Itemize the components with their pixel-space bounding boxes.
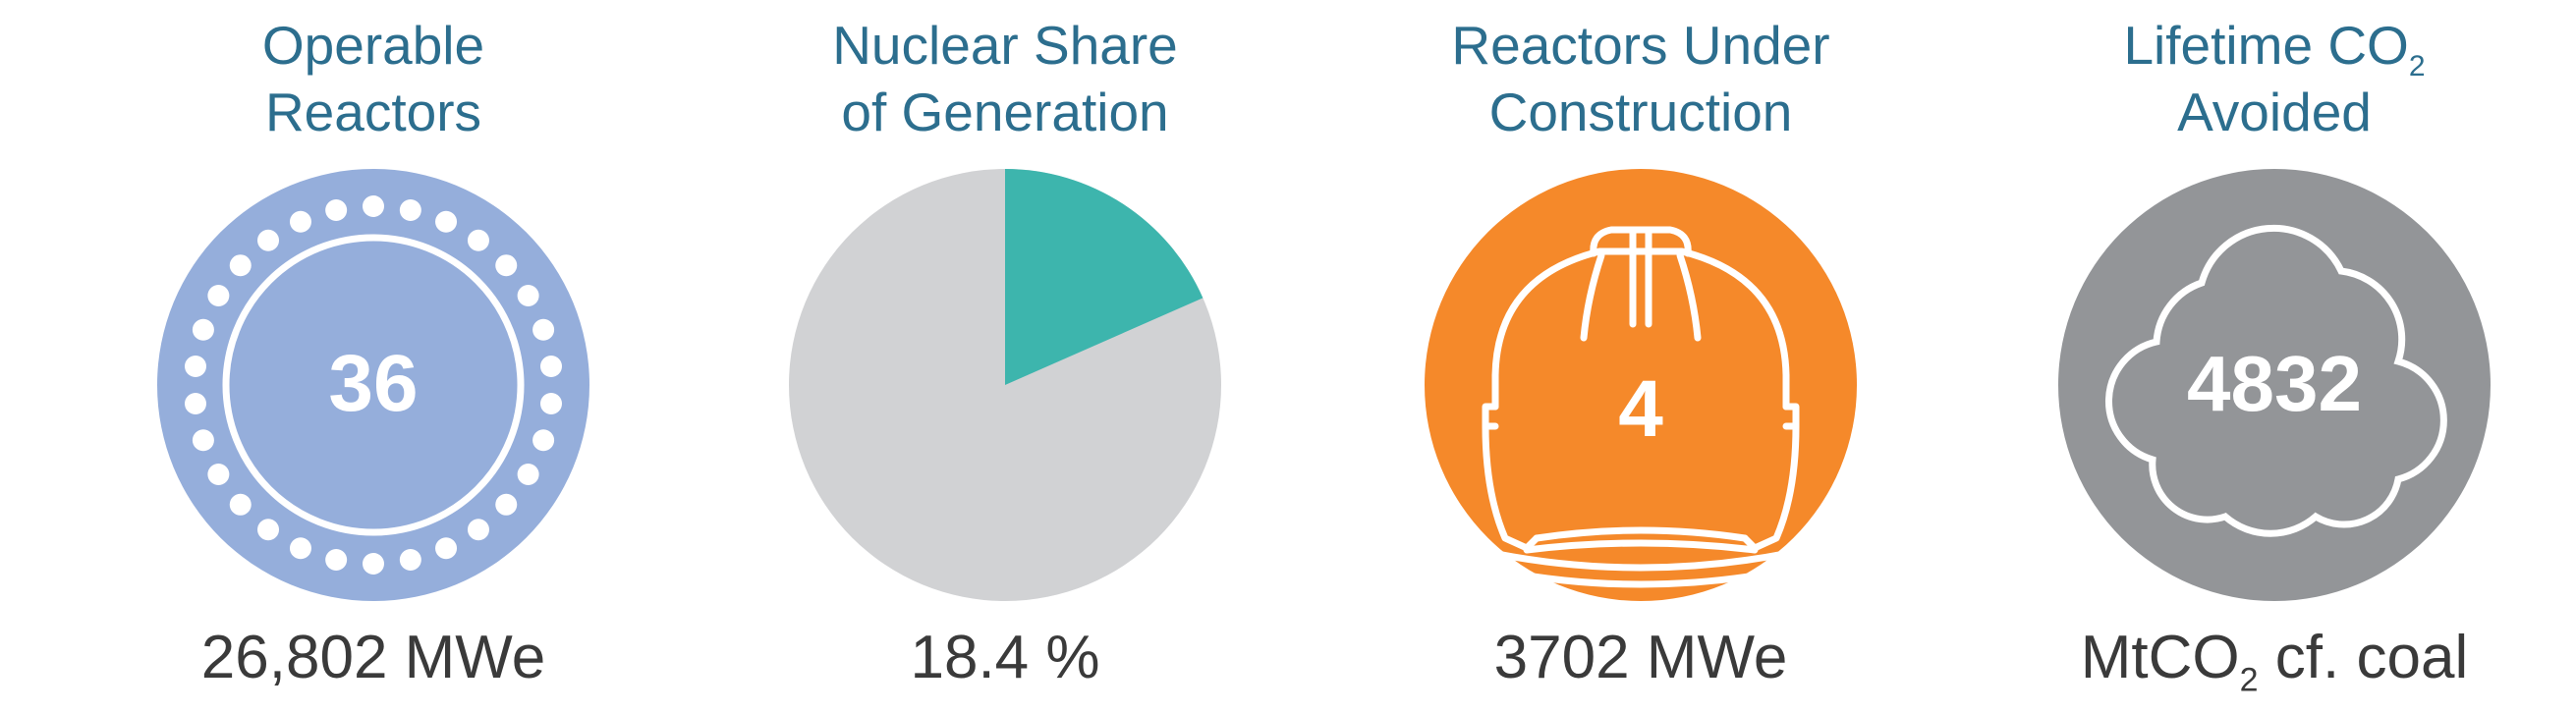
reactor-fuel-dot <box>517 285 539 306</box>
reactor-fuel-dot <box>257 519 280 541</box>
share-pie-chart <box>789 169 1221 601</box>
caption-subscript: 2 <box>2239 661 2259 699</box>
panel-title: Operable Reactors <box>59 12 688 145</box>
reactor-fuel-dot <box>532 318 555 341</box>
caption-suffix: cf. coal <box>2258 624 2469 691</box>
reactor-fuel-dot <box>207 285 230 306</box>
panel-title: Lifetime CO2 Avoided <box>1960 12 2576 145</box>
title-line-1: Reactors Under <box>1451 15 1830 76</box>
panel-nuclear-share: Nuclear Share of Generation 18.4 % <box>691 0 1319 713</box>
reactor-fuel-dot <box>325 549 348 572</box>
reactor-fuel-dot <box>399 198 421 221</box>
reactor-fuel-dot <box>229 254 252 277</box>
reactor-core-icon: 36 <box>157 169 589 601</box>
co2-avoided-value: 4832 <box>2187 340 2362 427</box>
reactor-badge-background <box>157 169 589 601</box>
reactor-core-ring <box>222 234 525 536</box>
reactor-fuel-dot <box>517 464 539 485</box>
panel-title: Reactors Under Construction <box>1326 12 1955 145</box>
title-line-1: Lifetime CO2 <box>1960 12 2576 82</box>
hard-hat-icon: 4 <box>1425 169 1857 601</box>
reactor-fuel-dot <box>207 464 230 485</box>
reactor-fuel-dot <box>532 429 555 452</box>
title-main: Lifetime CO <box>2123 15 2409 76</box>
reactor-fuel-dot <box>435 210 458 233</box>
title-line-1: Nuclear Share <box>832 15 1178 76</box>
reactor-fuel-dot <box>363 195 384 217</box>
operable-capacity: 26,802 MWe <box>200 624 546 691</box>
reactor-fuel-dot <box>192 429 214 452</box>
reactor-fuel-dot <box>325 198 348 221</box>
panel-title: Nuclear Share of Generation <box>691 12 1319 145</box>
reactor-fuel-dot <box>289 537 311 560</box>
title-line-2: Construction <box>1488 82 1793 142</box>
reactor-fuel-dot <box>495 254 518 277</box>
construction-badge-background <box>1425 169 1857 601</box>
hard-hat-outline <box>1482 226 1800 588</box>
reactor-fuel-dot <box>399 549 421 572</box>
reactor-fuel-dot <box>435 537 458 560</box>
reactor-fuel-dot <box>467 519 489 541</box>
reactor-fuel-dot <box>540 393 562 415</box>
reactor-fuel-dot <box>289 210 311 233</box>
reactor-fuel-dot <box>257 229 280 251</box>
title-line-2: of Generation <box>841 82 1169 142</box>
pie-slice-nuclear <box>1005 169 1204 385</box>
reactor-fuel-dot <box>495 493 518 516</box>
construction-capacity: 3702 MWe <box>1493 624 1788 691</box>
title-line-1: Operable <box>261 15 485 76</box>
co2-badge-background <box>2058 169 2491 601</box>
title-line-2: Reactors <box>264 82 482 142</box>
reactor-fuel-dots <box>185 195 562 575</box>
title-subscript: 2 <box>2408 50 2426 82</box>
cloud-outline <box>2104 224 2447 537</box>
reactor-fuel-dot <box>192 318 214 341</box>
reactor-fuel-dot <box>467 229 489 251</box>
reactor-fuel-dot <box>185 355 206 377</box>
cloud-icon: 4832 <box>2058 169 2491 601</box>
reactor-fuel-dot <box>540 355 562 377</box>
operable-reactors-count: 36 <box>328 339 418 428</box>
title-line-2: Avoided <box>2177 82 2372 142</box>
caption-main: MtCO <box>2080 624 2240 691</box>
reactor-fuel-dot <box>229 493 252 516</box>
panel-operable-reactors: Operable Reactors 36 26,802 MWe <box>59 0 688 713</box>
panel-under-construction: Reactors Under Construction 4 <box>1326 0 1955 713</box>
reactor-fuel-dot <box>185 393 206 415</box>
under-construction-count: 4 <box>1618 364 1663 454</box>
co2-unit-caption: MtCO2 cf. coal <box>1960 619 2576 697</box>
panel-co2-avoided: Lifetime CO2 Avoided 4832 MtCO2 cf. coal <box>1960 0 2576 713</box>
nuclear-share-value: 18.4 % <box>910 624 1100 691</box>
reactor-fuel-dot <box>363 553 384 575</box>
